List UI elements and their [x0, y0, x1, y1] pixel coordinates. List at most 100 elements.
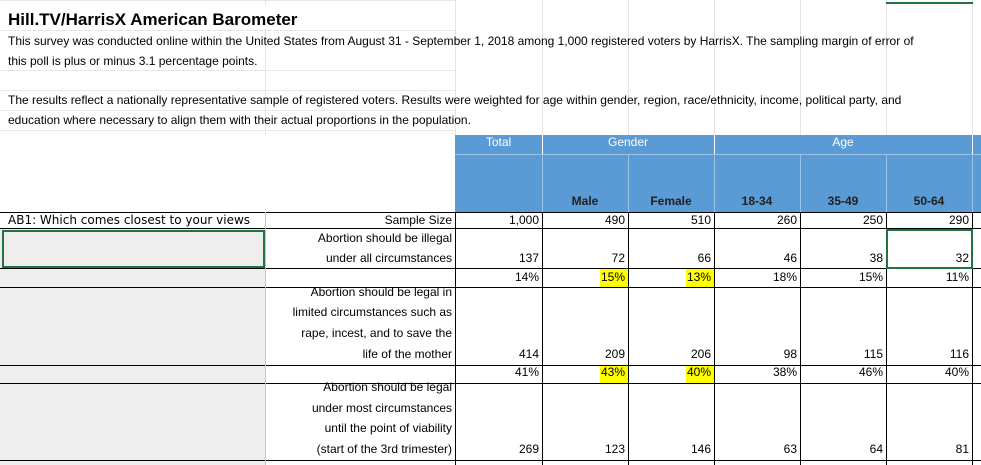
percent-cell: 15% [600, 270, 625, 284]
count-cell: 63 [783, 442, 797, 456]
highlight [600, 366, 628, 383]
sheet-grid-line [628, 0, 629, 135]
header-divider [628, 155, 629, 212]
count-cell: 146 [690, 442, 711, 456]
paragraph-line: this poll is plus or minus 3.1 percentag… [8, 54, 258, 68]
row-border [0, 287, 981, 288]
header-divider [886, 155, 887, 212]
column-header: Male [571, 194, 599, 208]
column-header: 50-64 [913, 194, 945, 208]
percent-cell: 13% [686, 270, 711, 284]
group-header: Age [832, 135, 854, 149]
column-border [972, 212, 973, 465]
sheet-grid-line [886, 0, 887, 135]
sheet-grid-line [800, 0, 801, 135]
column-border [800, 212, 801, 465]
count-cell: 46 [783, 251, 797, 265]
sheet-grid-line [0, 110, 455, 111]
sample-row [0, 212, 981, 229]
header-divider [714, 135, 715, 155]
sample-size: 260 [776, 213, 797, 227]
highlight [686, 366, 714, 383]
question: AB1: Which comes closest to your views [8, 213, 251, 227]
percent-cell: 18% [772, 270, 797, 284]
header-divider [972, 155, 973, 212]
answer-label: under all circumstances [325, 251, 452, 265]
count-cell: 98 [783, 347, 797, 361]
selection [2, 230, 265, 268]
sheet-grid-line [265, 0, 266, 135]
row-border [0, 460, 981, 461]
column-border [455, 212, 456, 465]
sheet-grid-line [455, 0, 456, 135]
sample-size: 290 [948, 213, 969, 227]
percent-cell: 40% [944, 365, 969, 379]
paragraph-line: This survey was conducted online within … [8, 34, 914, 48]
group-header: Gender [607, 135, 649, 149]
header-divider [542, 135, 543, 155]
count-cell: 123 [604, 442, 625, 456]
percent-cell: 11% [945, 270, 969, 284]
answer-label: (start of the 3rd trimester) [316, 442, 452, 456]
header-divider [972, 135, 973, 155]
sheet-grid-line [542, 0, 543, 135]
percent-cell: 43% [600, 365, 625, 379]
sample-size-label: Sample Size [384, 213, 452, 227]
count-cell: 414 [518, 347, 539, 361]
count-cell: 269 [518, 442, 539, 456]
count-cell: 38 [869, 251, 883, 265]
column-border [628, 212, 629, 465]
sheet-grid-line [0, 130, 455, 131]
answer-label: Abortion should be legal in [310, 285, 452, 299]
title: Hill.TV/HarrisX American Barometer [8, 10, 298, 29]
count-cell: 32 [955, 251, 969, 265]
column-header: 18-34 [741, 194, 773, 208]
sheet-grid-line [0, 90, 455, 91]
count-cell: 116 [949, 347, 969, 361]
answer-label: under most circumstances [311, 401, 452, 415]
title-bg [0, 5, 455, 29]
percent-cell: 40% [686, 365, 711, 379]
percent-cell: 46% [858, 365, 883, 379]
count-cell: 115 [863, 347, 883, 361]
answer-label: Abortion should be illegal [317, 231, 452, 245]
percent-cell: 38% [772, 365, 797, 379]
header-divider [455, 154, 981, 155]
answer-label: until the point of viability [324, 421, 452, 435]
column-border [714, 212, 715, 465]
highlight [600, 269, 628, 287]
row-border [0, 268, 981, 269]
answer-label: Abortion should be legal [323, 380, 452, 394]
group-header: Total [485, 135, 512, 149]
sample-size: 510 [690, 213, 711, 227]
sample-size: 250 [862, 213, 883, 227]
count-cell: 137 [518, 251, 539, 265]
column-border [542, 212, 543, 465]
sheet-grid-line [714, 0, 715, 135]
sample-size: 490 [604, 213, 625, 227]
answer-label: rape, incest, and to save the [301, 326, 452, 340]
selected-cell-edge [886, 0, 973, 4]
column-header: 35-49 [827, 194, 859, 208]
selection [886, 229, 973, 269]
count-cell: 209 [604, 347, 625, 361]
paragraph-line: education where necessary to align them … [8, 113, 471, 127]
column-header: Female [650, 194, 692, 208]
count-cell: 66 [697, 251, 711, 265]
sheet-grid-line [972, 0, 973, 135]
percent-cell: 15% [858, 270, 883, 284]
header-divider [714, 155, 715, 212]
highlight [686, 269, 714, 287]
count-cell: 72 [611, 251, 625, 265]
sheet-grid-line [0, 0, 455, 1]
column-border [265, 212, 266, 465]
answer-label: life of the mother [362, 347, 452, 361]
row-border [0, 383, 981, 384]
answer-label: limited circumstances such as [292, 305, 452, 319]
count-cell: 81 [955, 442, 969, 456]
paragraph-line: The results reflect a nationally represe… [8, 93, 902, 107]
count-cell: 64 [869, 442, 883, 456]
sheet-grid-line [0, 70, 455, 71]
header-divider [542, 155, 543, 212]
